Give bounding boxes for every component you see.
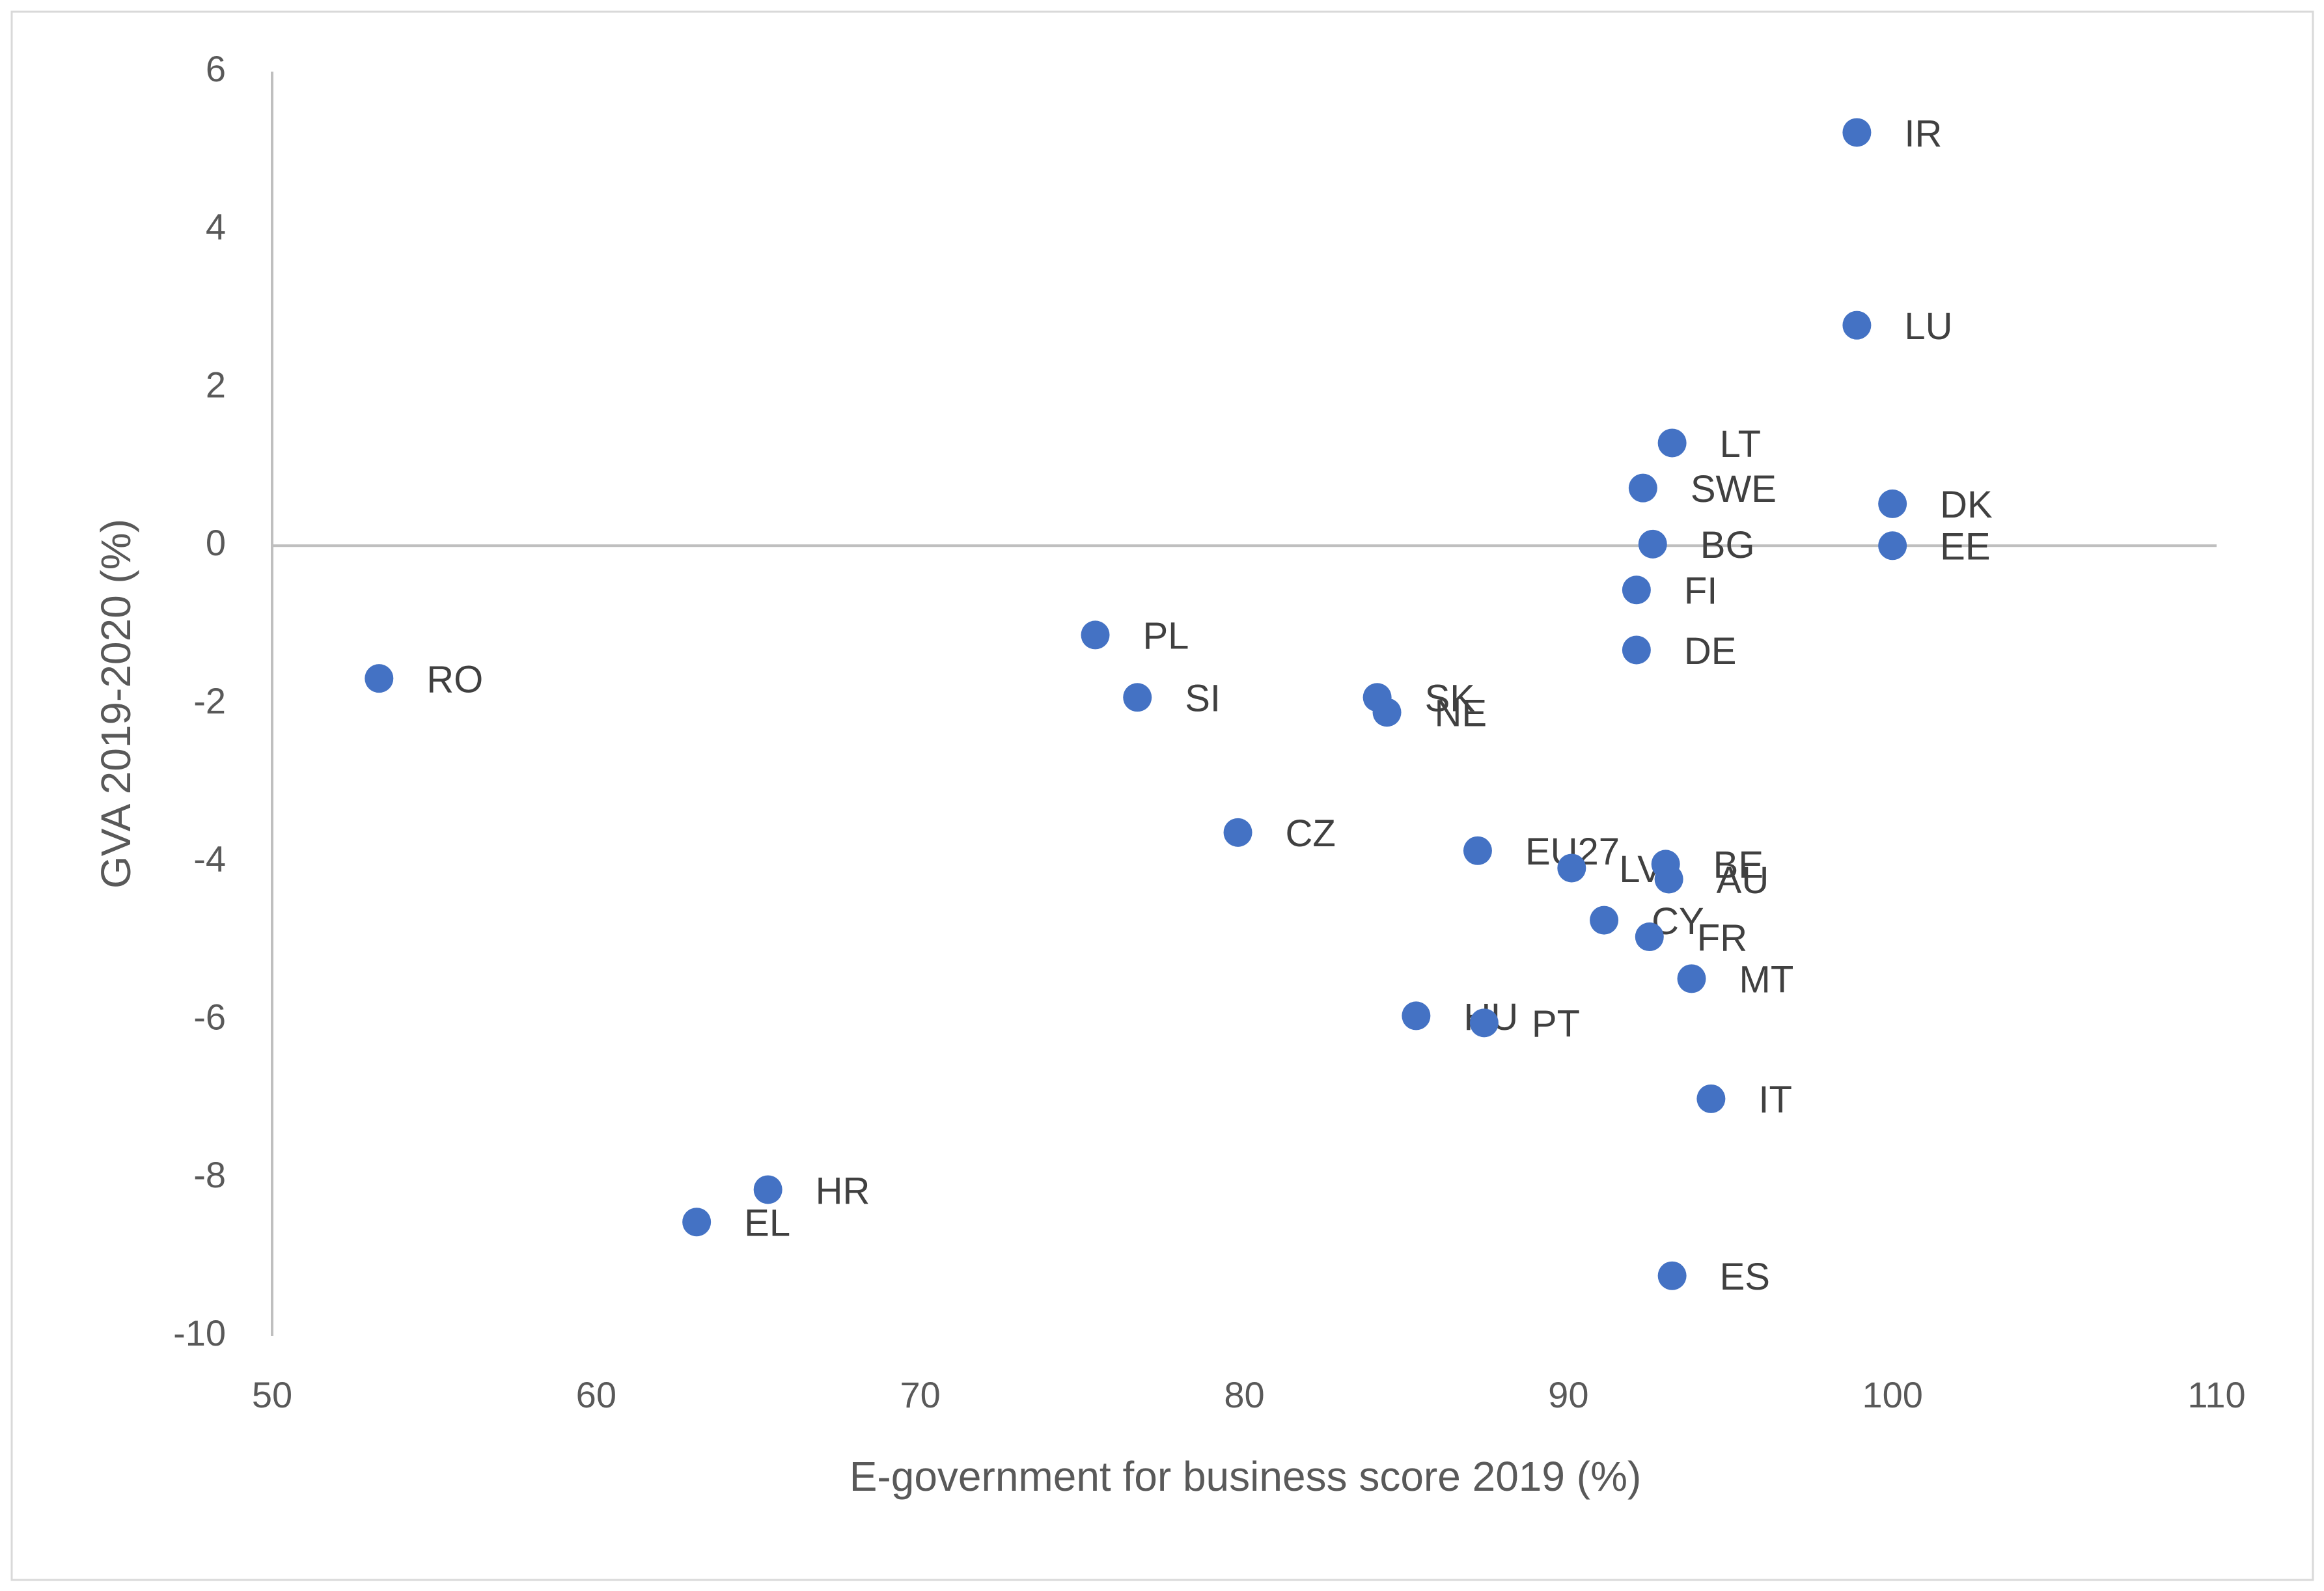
- data-point-ir: [1842, 118, 1872, 147]
- data-point-pl: [1081, 620, 1110, 650]
- data-point-lt: [1657, 428, 1687, 458]
- data-point-ro: [365, 664, 394, 693]
- data-label-si: SI: [1185, 678, 1221, 720]
- data-label-lu: LU: [1904, 305, 1952, 348]
- data-point-lv: [1557, 853, 1586, 883]
- data-label-hr: HR: [816, 1170, 870, 1212]
- data-label-mt: MT: [1739, 959, 1794, 1001]
- data-label-lt: LT: [1720, 423, 1761, 465]
- chart-frame: [10, 10, 2314, 1581]
- data-label-de: DE: [1684, 630, 1737, 672]
- y-tick-label-4: -2: [193, 680, 226, 721]
- data-label-bg: BG: [1700, 524, 1755, 566]
- y-tick-label-8: -10: [173, 1312, 226, 1353]
- data-point-hu: [1402, 1001, 1431, 1031]
- y-tick-label-1: 4: [206, 206, 226, 247]
- data-label-fr: FR: [1697, 917, 1747, 959]
- data-point-bg: [1638, 529, 1667, 559]
- data-label-cz: CZ: [1286, 812, 1336, 855]
- data-point-dk: [1878, 489, 1907, 518]
- y-tick-label-5: -4: [193, 838, 226, 879]
- data-point-cy: [1590, 906, 1619, 935]
- data-point-eu27: [1463, 836, 1492, 865]
- data-point-es: [1657, 1261, 1687, 1290]
- data-point-cz: [1223, 818, 1252, 847]
- data-point-el: [682, 1208, 712, 1237]
- data-point-pt: [1469, 1008, 1499, 1038]
- data-point-ne: [1372, 698, 1402, 727]
- data-label-ee: EE: [1940, 526, 1990, 568]
- y-tick-label-7: -8: [193, 1154, 226, 1195]
- data-label-swe: SWE: [1691, 468, 1777, 510]
- y-tick-label-3: 0: [206, 522, 226, 563]
- y-tick-label-6: -6: [193, 996, 226, 1037]
- x-axis-title: E-government for business score 2019 (%): [850, 1453, 1642, 1500]
- data-point-fr: [1635, 922, 1664, 952]
- data-label-ne: NE: [1435, 693, 1487, 735]
- data-point-de: [1622, 635, 1651, 665]
- data-label-dk: DK: [1940, 484, 1993, 526]
- data-label-au: AU: [1717, 859, 1769, 902]
- data-point-si: [1123, 683, 1152, 712]
- data-point-mt: [1677, 964, 1706, 993]
- data-point-it: [1696, 1084, 1726, 1113]
- data-label-fi: FI: [1684, 570, 1718, 613]
- data-points: [365, 118, 1907, 1290]
- data-label-pl: PL: [1142, 615, 1189, 657]
- y-tick-label-2: 2: [206, 364, 226, 405]
- data-point-lu: [1842, 311, 1872, 340]
- x-tick-label-0: 50: [252, 1374, 292, 1415]
- data-label-pt: PT: [1532, 1003, 1580, 1045]
- data-label-el: EL: [744, 1202, 790, 1245]
- x-tick-label-4: 90: [1548, 1374, 1588, 1415]
- y-tick-labels: 6 4 2 0 -2 -4 -6 -8 -10: [173, 48, 226, 1353]
- data-label-es: ES: [1720, 1256, 1770, 1298]
- data-label-ro: RO: [426, 658, 483, 700]
- x-tick-label-2: 70: [900, 1374, 941, 1415]
- data-point-au: [1654, 865, 1683, 894]
- x-tick-label-5: 100: [1862, 1374, 1922, 1415]
- x-tick-label-3: 80: [1224, 1374, 1264, 1415]
- data-point-hr: [753, 1175, 782, 1204]
- data-label-ir: IR: [1904, 113, 1942, 155]
- y-axis-title: GVA 2019-2020 (%): [92, 519, 139, 889]
- data-point-swe: [1628, 473, 1657, 503]
- data-label-be: BE: [1713, 844, 1764, 887]
- data-label-sk: SK: [1425, 678, 1476, 720]
- data-point-fi: [1622, 575, 1651, 605]
- data-label-it: IT: [1758, 1079, 1792, 1121]
- x-tick-label-1: 60: [576, 1374, 616, 1415]
- x-tick-labels: 50 60 70 80 90 100 110: [252, 1374, 2246, 1415]
- x-tick-label-6: 110: [2187, 1374, 2245, 1415]
- y-tick-label-0: 6: [206, 48, 226, 89]
- data-point-ee: [1878, 531, 1907, 560]
